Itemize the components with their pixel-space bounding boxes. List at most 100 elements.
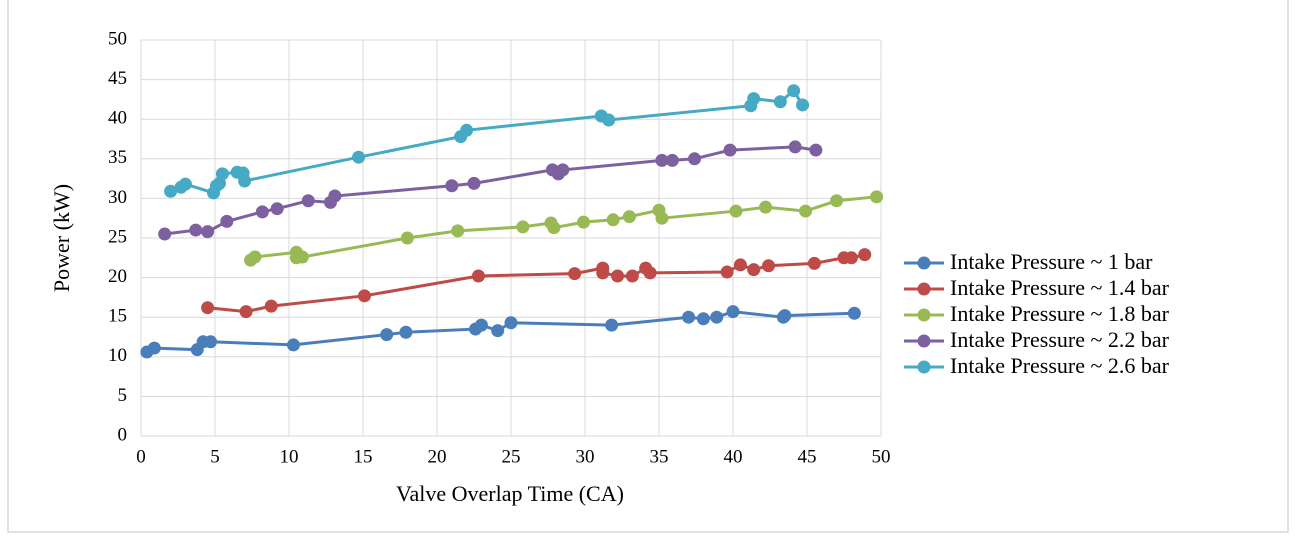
data-point [189, 223, 203, 237]
data-point [773, 95, 787, 109]
data-point [759, 200, 773, 214]
data-point [357, 289, 371, 303]
data-point [733, 258, 747, 272]
data-point [568, 267, 582, 281]
data-point [847, 306, 861, 320]
x-tick-label: 20 [428, 446, 447, 467]
data-point [178, 177, 192, 191]
data-point [445, 179, 459, 193]
data-point [688, 152, 702, 166]
data-point [239, 305, 253, 319]
data-point [471, 269, 485, 283]
x-tick-label: 10 [280, 446, 299, 467]
data-point [556, 163, 570, 177]
data-point [460, 123, 474, 137]
data-point [204, 335, 218, 349]
data-point [696, 312, 710, 326]
data-point [286, 338, 300, 352]
data-point [606, 213, 620, 227]
legend-marker [917, 308, 931, 322]
data-point [605, 318, 619, 332]
data-point [255, 205, 269, 219]
data-point [220, 214, 234, 228]
data-point [467, 176, 481, 190]
data-point [611, 269, 625, 283]
data-point [264, 299, 278, 313]
data-point [858, 248, 872, 262]
y-tick-label: 10 [108, 345, 127, 366]
data-point [787, 84, 801, 98]
data-point [201, 301, 215, 315]
data-point [788, 140, 802, 154]
data-point [710, 310, 724, 324]
y-tick-label: 0 [118, 424, 128, 445]
data-point [778, 309, 792, 323]
legend-marker [917, 360, 931, 374]
data-point [729, 204, 743, 218]
x-tick-label: 5 [210, 446, 220, 467]
data-point [147, 341, 161, 355]
data-point [577, 215, 591, 229]
y-tick-label: 40 [108, 108, 127, 129]
data-point [596, 266, 610, 280]
legend-text: Intake Pressure ~ 1.8 bar [950, 301, 1170, 326]
data-point [164, 184, 178, 198]
data-point [158, 227, 172, 241]
data-point [655, 153, 669, 167]
legend-text: Intake Pressure ~ 2.6 bar [950, 353, 1170, 378]
data-point [516, 220, 530, 234]
data-point [248, 250, 262, 264]
data-point [622, 210, 636, 224]
legend-marker [917, 256, 931, 270]
legend-text: Intake Pressure ~ 2.2 bar [950, 327, 1170, 352]
data-point [799, 204, 813, 218]
y-tick-label: 30 [108, 187, 127, 208]
y-axis-title: Power (kW) [49, 184, 74, 292]
legend-marker [917, 282, 931, 296]
data-point [602, 113, 616, 127]
data-point [726, 305, 740, 319]
series-line [207, 253, 866, 314]
x-tick-label: 0 [136, 446, 146, 467]
data-point [474, 318, 488, 332]
y-tick-label: 25 [108, 226, 127, 247]
data-point [238, 174, 252, 188]
x-tick-label: 50 [872, 446, 891, 467]
y-tick-label: 50 [108, 28, 127, 49]
data-point [807, 256, 821, 270]
data-point [451, 224, 465, 238]
data-point [399, 325, 413, 339]
data-point [201, 225, 215, 239]
legend-text: Intake Pressure ~ 1 bar [950, 249, 1153, 274]
data-point [720, 265, 734, 279]
legend-marker [917, 334, 931, 348]
data-point [215, 167, 229, 181]
y-tick-label: 5 [118, 385, 128, 406]
data-point [491, 324, 505, 338]
data-point [747, 263, 761, 277]
y-tick-label: 15 [108, 306, 127, 327]
x-tick-label: 40 [724, 446, 743, 467]
y-tick-label: 35 [108, 147, 127, 168]
data-point [870, 190, 884, 204]
data-point [844, 251, 858, 265]
data-point [796, 98, 810, 112]
data-point [682, 310, 696, 324]
data-point [352, 150, 366, 164]
data-point [723, 143, 737, 157]
data-point [809, 143, 823, 157]
data-point [295, 250, 309, 264]
data-point [625, 269, 639, 283]
x-axis-title: Valve Overlap Time (CA) [396, 481, 624, 506]
data-point [655, 211, 669, 225]
x-tick-label: 30 [576, 446, 595, 467]
data-point [380, 328, 394, 342]
x-tick-label: 25 [502, 446, 521, 467]
data-point [504, 316, 518, 330]
x-tick-label: 35 [650, 446, 669, 467]
data-point [301, 194, 315, 208]
data-point [643, 266, 657, 280]
data-point [665, 153, 679, 167]
